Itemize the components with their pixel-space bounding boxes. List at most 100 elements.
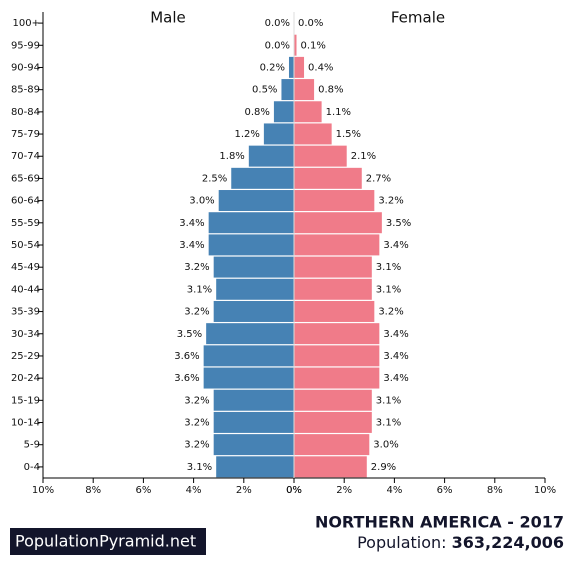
bar xyxy=(294,123,332,145)
bar xyxy=(203,345,294,367)
bar xyxy=(294,101,322,123)
value-label: 3.4% xyxy=(383,373,408,384)
bar xyxy=(294,56,305,78)
brand-box xyxy=(10,528,206,555)
value-label: 3.2% xyxy=(184,307,209,318)
bar xyxy=(294,212,382,234)
bar xyxy=(213,256,294,278)
y-tick-label: 95-99 xyxy=(11,40,40,51)
x-tick-label: 6% xyxy=(135,485,151,496)
value-label: 0.8% xyxy=(318,85,343,96)
bar xyxy=(208,212,294,234)
x-tick-label: 4% xyxy=(386,485,402,496)
population-label: Population: xyxy=(357,533,446,552)
x-tick-label: 2% xyxy=(336,485,352,496)
bar xyxy=(231,167,294,189)
value-label: 3.2% xyxy=(184,440,209,451)
bar xyxy=(248,145,294,167)
bar xyxy=(294,434,370,456)
bar xyxy=(294,256,372,278)
value-label: 0.2% xyxy=(260,62,285,73)
bar xyxy=(213,434,294,456)
population-value: 363,224,006 xyxy=(452,533,564,552)
value-label: 1.2% xyxy=(234,129,259,140)
value-label: 3.1% xyxy=(376,395,401,406)
value-label: 3.6% xyxy=(174,351,199,362)
value-label: 3.1% xyxy=(376,262,401,273)
bar xyxy=(294,190,375,212)
bar xyxy=(281,79,294,101)
y-tick-label: 5-9 xyxy=(24,440,40,451)
value-label: 3.4% xyxy=(383,240,408,251)
y-tick-label: 45-49 xyxy=(11,262,40,273)
x-tick-label: 0% xyxy=(286,485,302,496)
bar xyxy=(206,323,294,345)
y-tick-label: 0-4 xyxy=(24,462,40,473)
legend-label: Male xyxy=(150,9,186,27)
population: Population: 363,224,006 xyxy=(357,533,564,552)
bar xyxy=(294,234,380,256)
value-label: 0.4% xyxy=(308,62,333,73)
legend-label: Female xyxy=(391,9,445,27)
bar xyxy=(216,456,294,478)
y-tick-label: 65-69 xyxy=(11,173,40,184)
value-label: 3.2% xyxy=(184,418,209,429)
value-label: 3.1% xyxy=(187,284,212,295)
value-label: 0.1% xyxy=(301,40,326,51)
y-tick-label: 25-29 xyxy=(11,351,40,362)
value-label: 3.1% xyxy=(376,418,401,429)
y-tick-label: 50-54 xyxy=(11,240,40,251)
value-label: 2.9% xyxy=(371,462,396,473)
value-label: 3.5% xyxy=(386,218,411,229)
bar xyxy=(208,234,294,256)
chart-title: NORTHERN AMERICA - 2017 xyxy=(315,513,564,532)
value-label: 3.2% xyxy=(378,196,403,207)
y-tick-label: 75-79 xyxy=(11,129,40,140)
y-tick-label: 20-24 xyxy=(11,373,40,384)
y-tick-label: 15-19 xyxy=(11,395,40,406)
x-tick-label: 8% xyxy=(85,485,101,496)
value-label: 2.1% xyxy=(351,151,376,162)
value-label: 3.6% xyxy=(174,373,199,384)
y-tick-label: 40-44 xyxy=(11,284,40,295)
value-label: 1.8% xyxy=(219,151,244,162)
y-tick-label: 80-84 xyxy=(11,107,40,118)
value-label: 3.2% xyxy=(378,307,403,318)
y-tick-label: 70-74 xyxy=(11,151,40,162)
bar xyxy=(294,79,315,101)
value-label: 3.4% xyxy=(179,240,204,251)
value-label: 1.5% xyxy=(336,129,361,140)
x-tick-label: 10% xyxy=(534,485,556,496)
bar xyxy=(294,167,362,189)
value-label: 3.1% xyxy=(376,284,401,295)
bar xyxy=(294,456,367,478)
bar xyxy=(273,101,294,123)
y-tick-label: 30-34 xyxy=(11,329,40,340)
x-tick-label: 8% xyxy=(487,485,503,496)
x-tick-label: 6% xyxy=(437,485,453,496)
bar xyxy=(294,145,347,167)
bar xyxy=(294,389,372,411)
bar xyxy=(213,300,294,322)
bar xyxy=(294,367,380,389)
value-label: 3.2% xyxy=(184,395,209,406)
bar xyxy=(294,411,372,433)
bar xyxy=(213,411,294,433)
value-label: 0.0% xyxy=(298,18,323,29)
value-label: 3.4% xyxy=(383,351,408,362)
x-tick-label: 4% xyxy=(186,485,202,496)
bar xyxy=(263,123,294,145)
value-label: 0.5% xyxy=(252,85,277,96)
value-label: 3.4% xyxy=(179,218,204,229)
y-tick-label: 90-94 xyxy=(11,62,40,73)
brand: PopulationPyramid.net xyxy=(15,532,196,551)
value-label: 3.0% xyxy=(189,196,214,207)
y-tick-label: 55-59 xyxy=(11,218,40,229)
value-label: 3.1% xyxy=(187,462,212,473)
y-tick-label: 85-89 xyxy=(11,85,40,96)
bar xyxy=(294,34,297,56)
y-tick-label: 35-39 xyxy=(11,307,40,318)
x-tick-label: 10% xyxy=(32,485,54,496)
bar xyxy=(216,278,294,300)
